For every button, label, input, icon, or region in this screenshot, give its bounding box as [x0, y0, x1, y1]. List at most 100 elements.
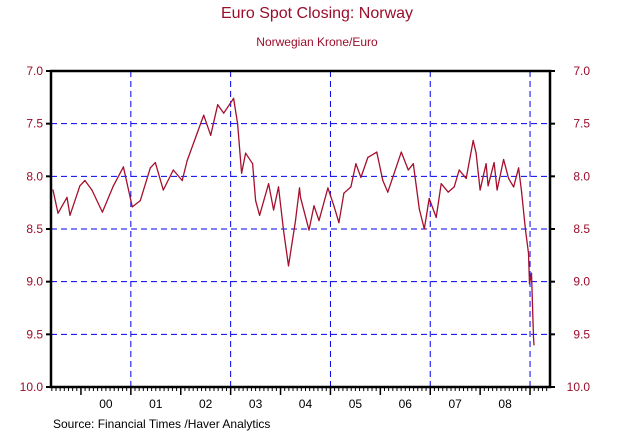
data-point	[217, 104, 219, 106]
axes	[46, 69, 555, 395]
y-tick-label-left: 7.5	[26, 117, 43, 131]
data-point	[528, 283, 531, 285]
data-point	[407, 169, 409, 171]
data-point	[181, 179, 183, 182]
data-point	[122, 166, 124, 168]
data-point	[343, 192, 345, 194]
data-point	[139, 199, 141, 202]
data-point	[237, 123, 239, 125]
data-point	[131, 206, 133, 208]
data-point	[79, 185, 81, 187]
y-tick-label-left: 8.5	[26, 222, 43, 236]
data-point	[233, 97, 235, 99]
data-point	[52, 189, 54, 191]
data-point	[69, 214, 71, 216]
y-tick-label-right: 7.0	[573, 64, 590, 78]
data-point	[527, 252, 530, 254]
data-point	[496, 189, 498, 191]
data-point	[440, 183, 442, 185]
data-point	[251, 163, 254, 165]
data-point	[502, 158, 505, 161]
data-point	[84, 179, 86, 182]
data-point	[507, 177, 510, 180]
data-point	[272, 209, 275, 211]
x-tick-label: 01	[149, 397, 163, 411]
data-point	[367, 156, 369, 158]
data-point	[338, 222, 340, 224]
tick-labels: 7.0 7.0 7.5 7.5 8.0 8.0 8.5 8.5 9.0 9.0 9.5 9.5 10.0…	[20, 64, 591, 411]
data-point	[313, 205, 315, 207]
data-point	[196, 132, 198, 134]
x-tick-label: 03	[249, 397, 263, 411]
data-point	[418, 208, 420, 210]
data-point	[428, 197, 430, 200]
chart-title: Euro Spot Closing: Norway	[221, 5, 413, 22]
x-tick-label: 04	[299, 397, 313, 411]
data-point	[101, 211, 103, 213]
y-tick-label-right: 10.0	[567, 380, 591, 394]
data-point	[254, 199, 257, 202]
data-point	[530, 272, 533, 274]
data-point	[203, 114, 205, 116]
data-point	[277, 186, 280, 188]
y-tick-label-left: 7.0	[26, 64, 43, 78]
x-tick-label: 08	[498, 397, 512, 411]
data-point	[479, 189, 481, 191]
y-tick-label-right: 9.0	[573, 275, 590, 289]
data-point	[360, 176, 362, 178]
data-point	[57, 212, 59, 214]
data-point	[520, 191, 523, 193]
y-tick-label-right: 8.5	[573, 222, 590, 236]
data-point	[112, 185, 114, 187]
data-point	[350, 186, 352, 188]
chart-subtitle: Norwegian Krone/Euro	[256, 35, 378, 49]
data-point	[524, 229, 527, 231]
y-tick-label-left: 10.0	[20, 380, 44, 394]
gridlines	[51, 71, 550, 387]
y-tick-label-right: 7.5	[573, 117, 590, 131]
data-point	[149, 167, 151, 169]
data-point	[333, 205, 335, 207]
x-tick-label: 02	[199, 397, 213, 411]
data-point	[533, 344, 535, 346]
data-point	[294, 219, 297, 222]
data-point	[91, 189, 93, 191]
data-point	[172, 169, 174, 171]
data-point	[485, 163, 487, 165]
data-point	[308, 229, 310, 231]
data-point	[458, 169, 460, 171]
data-point	[475, 152, 477, 154]
data-point	[512, 186, 515, 188]
data-point	[298, 187, 301, 189]
x-tick-label: 07	[449, 397, 463, 411]
data-point	[487, 185, 489, 187]
y-tick-label-left: 9.0	[26, 275, 43, 289]
data-point	[472, 139, 474, 142]
data-point	[282, 229, 285, 231]
data-point	[387, 191, 389, 193]
data-point	[382, 179, 384, 182]
series-layer	[52, 97, 535, 346]
y-tick-label-right: 8.0	[573, 169, 590, 183]
data-point	[412, 163, 414, 165]
data-point	[435, 216, 437, 219]
data-point	[186, 159, 188, 162]
data-point	[517, 167, 520, 169]
data-point	[465, 177, 467, 180]
data-point	[318, 219, 320, 222]
data-point	[299, 196, 302, 198]
data-point	[162, 189, 164, 191]
data-point	[532, 336, 535, 339]
y-tick-label-left: 9.5	[26, 327, 43, 341]
source-note: Source: Financial Times /Haver Analytics	[53, 417, 270, 431]
data-point	[258, 214, 261, 216]
data-point	[154, 162, 156, 164]
data-point	[453, 186, 455, 188]
data-point	[241, 172, 243, 174]
data-point	[447, 191, 449, 193]
data-point	[493, 162, 495, 164]
data-point	[223, 112, 225, 114]
x-tick-label: 05	[349, 397, 363, 411]
data-point	[327, 187, 329, 189]
data-point	[66, 196, 68, 198]
